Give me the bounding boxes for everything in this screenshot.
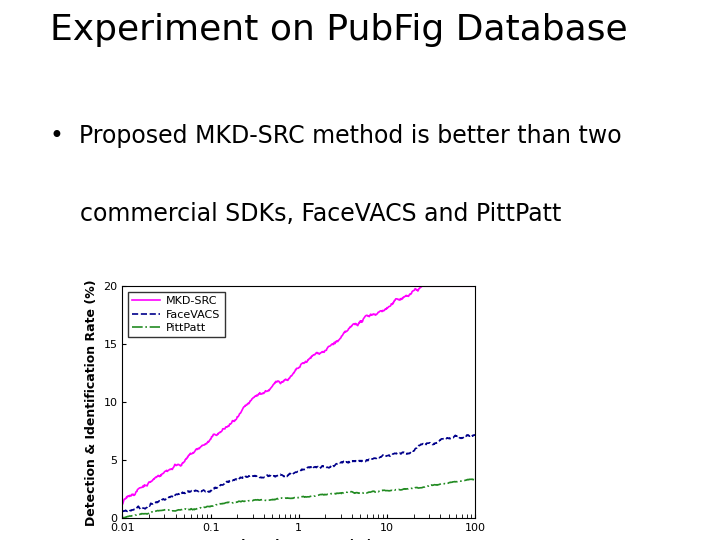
Y-axis label: Detection & Identification Rate (%): Detection & Identification Rate (%) — [85, 279, 98, 525]
FaceVACS — [471, 432, 480, 438]
PittPatt — [140, 510, 148, 517]
PittPatt — [471, 476, 480, 483]
PittPatt — [332, 490, 341, 497]
MKD-SRC — [423, 283, 431, 289]
Text: •  Proposed MKD-SRC method is better than two: • Proposed MKD-SRC method is better than… — [50, 124, 622, 148]
Text: Experiment on PubFig Database: Experiment on PubFig Database — [50, 13, 628, 47]
MKD-SRC — [118, 501, 127, 508]
MKD-SRC — [386, 303, 395, 309]
Line: PittPatt: PittPatt — [122, 479, 475, 518]
MKD-SRC — [343, 328, 351, 334]
MKD-SRC — [471, 283, 480, 289]
FaceVACS — [125, 508, 133, 515]
Line: MKD-SRC: MKD-SRC — [122, 286, 475, 504]
PittPatt — [422, 483, 431, 489]
FaceVACS — [118, 508, 127, 515]
PittPatt — [343, 489, 351, 496]
PittPatt — [118, 515, 127, 521]
PittPatt — [386, 488, 395, 494]
FaceVACS — [470, 431, 479, 438]
FaceVACS — [423, 440, 431, 447]
Legend: MKD-SRC, FaceVACS, PittPatt: MKD-SRC, FaceVACS, PittPatt — [128, 292, 225, 338]
MKD-SRC — [332, 339, 341, 345]
PittPatt — [468, 476, 477, 482]
Line: FaceVACS: FaceVACS — [122, 435, 475, 511]
FaceVACS — [386, 453, 395, 459]
FaceVACS — [323, 464, 332, 471]
MKD-SRC — [323, 345, 332, 352]
FaceVACS — [333, 461, 341, 467]
FaceVACS — [140, 505, 149, 511]
Text: commercial SDKs, FaceVACS and PittPatt: commercial SDKs, FaceVACS and PittPatt — [50, 202, 562, 226]
X-axis label: False Alarm Rate (%): False Alarm Rate (%) — [225, 539, 372, 540]
MKD-SRC — [418, 283, 426, 289]
FaceVACS — [343, 459, 352, 465]
MKD-SRC — [140, 483, 148, 489]
PittPatt — [323, 491, 332, 497]
